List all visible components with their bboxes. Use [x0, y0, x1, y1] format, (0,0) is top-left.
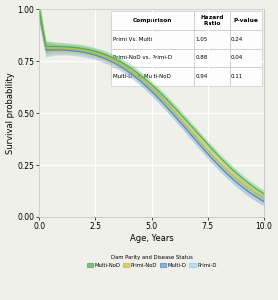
Y-axis label: Survival probability: Survival probability [6, 72, 14, 154]
X-axis label: Age, Years: Age, Years [130, 234, 173, 243]
Legend: Multi-NoD, Primi-NoD, Multi-D, Primi-D: Multi-NoD, Primi-NoD, Multi-D, Primi-D [85, 253, 219, 270]
